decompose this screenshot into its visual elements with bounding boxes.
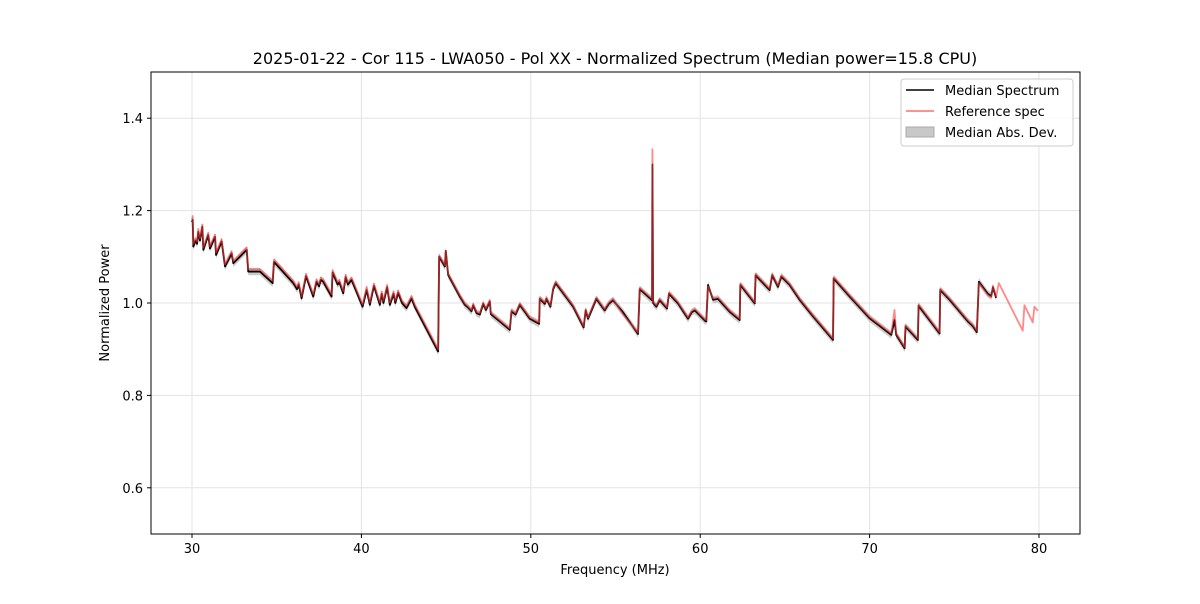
x-tick-label: 40 — [353, 542, 370, 557]
legend-median-label: Median Spectrum — [945, 84, 1059, 99]
legend-box — [900, 78, 1074, 147]
median-spectrum-line — [191, 163, 998, 353]
x-tick-label: 80 — [1031, 542, 1048, 557]
legend-reference-label: Reference spec — [945, 105, 1045, 120]
x-axis-label: Frequency (MHz) — [560, 563, 669, 578]
legend-mad-label: Median Abs. Dev. — [945, 126, 1057, 141]
y-tick-label: 1.2 — [122, 205, 143, 220]
ticks: 30 40 50 60 70 80 0.6 0.8 1.0 1.2 1.4 — [122, 112, 1047, 557]
x-tick-label: 50 — [523, 542, 540, 557]
y-tick-label: 1.4 — [122, 112, 143, 127]
y-tick-label: 0.8 — [122, 389, 143, 404]
y-axis-label: Normalized Power — [98, 244, 113, 362]
series-layer — [191, 148, 1039, 353]
x-tick-label: 60 — [692, 542, 709, 557]
y-tick-label: 1.0 — [122, 297, 143, 312]
reference-spectrum-line — [191, 148, 1039, 351]
x-tick-label: 30 — [184, 542, 201, 557]
y-tick-label: 0.6 — [122, 482, 143, 497]
legend: Median Spectrum Reference spec Median Ab… — [900, 78, 1074, 147]
x-tick-label: 70 — [861, 542, 878, 557]
chart-title: 2025-01-22 - Cor 115 - LWA050 - Pol XX -… — [253, 49, 977, 68]
legend-mad-swatch — [905, 126, 935, 138]
